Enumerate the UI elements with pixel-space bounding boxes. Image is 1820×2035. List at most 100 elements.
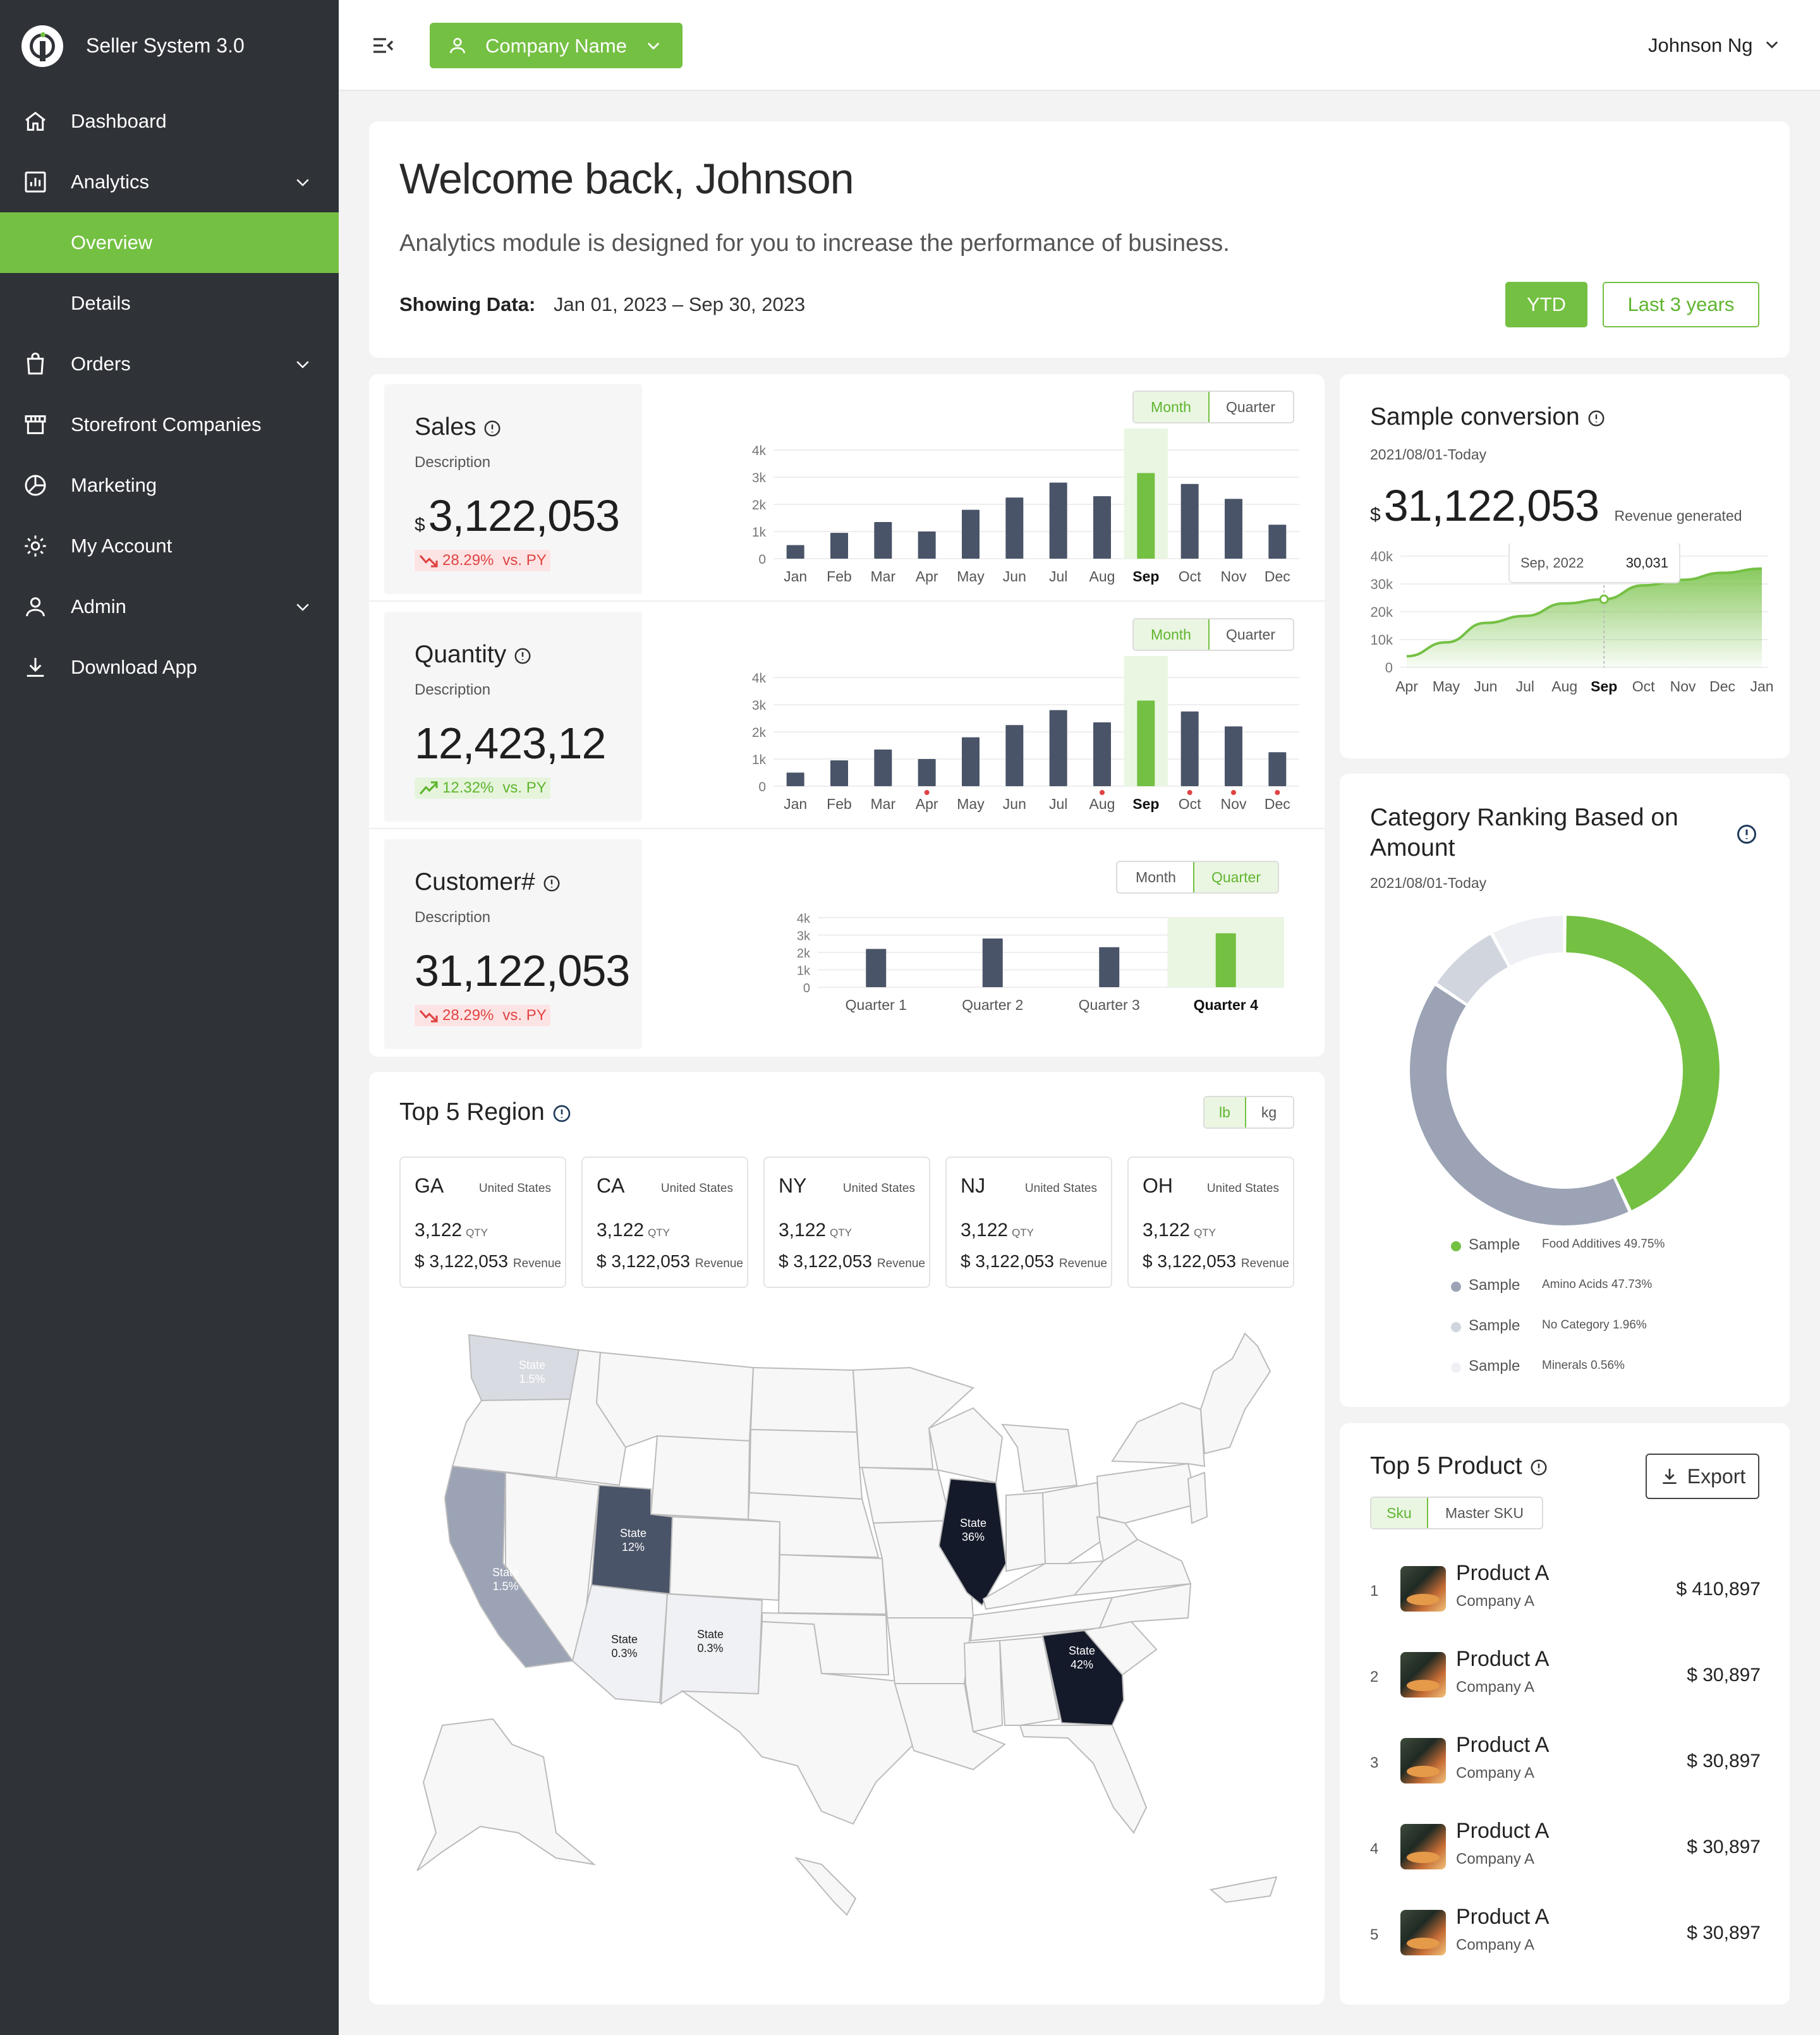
- map-state-or[interactable]: [451, 1398, 571, 1479]
- x-tick-label: Apr: [1395, 678, 1418, 695]
- map-state-wy[interactable]: [650, 1435, 751, 1521]
- map-state-al[interactable]: [998, 1636, 1060, 1726]
- y-tick-label: 0: [758, 552, 766, 567]
- tab-quarter[interactable]: Quarter: [1193, 862, 1278, 892]
- page-title: Welcome back, Johnson: [399, 155, 854, 203]
- divider: [369, 828, 1325, 829]
- map-state-wi[interactable]: [928, 1407, 1004, 1484]
- sidebar-item-details[interactable]: Details: [0, 273, 339, 334]
- region-revenue: $ 3,122,053 Revenue: [597, 1251, 743, 1271]
- tab-month[interactable]: Month: [1134, 392, 1210, 422]
- product-row[interactable]: 4 Product A Company A $ 30,897: [1369, 1819, 1761, 1882]
- info-icon[interactable]: [513, 647, 532, 665]
- product-row[interactable]: 3 Product A Company A $ 30,897: [1369, 1733, 1761, 1796]
- tab-month[interactable]: Month: [1136, 868, 1176, 885]
- product-thumbnail: [1400, 1824, 1446, 1869]
- sidebar-item-analytics[interactable]: Analytics: [0, 152, 339, 212]
- info-icon[interactable]: [1529, 1458, 1548, 1477]
- welcome-card: Welcome back, Johnson Analytics module i…: [369, 121, 1790, 358]
- map-label: State 36%: [960, 1517, 986, 1543]
- x-tick-label: Mar: [871, 568, 896, 585]
- map-state-la[interactable]: [894, 1683, 1006, 1771]
- tab-month[interactable]: Month: [1134, 619, 1210, 650]
- tab-quarter[interactable]: Quarter: [1226, 398, 1275, 415]
- sidebar-item-orders[interactable]: Orders: [0, 334, 339, 394]
- product-rank: 3: [1370, 1754, 1379, 1771]
- map-state-pa[interactable]: [1096, 1462, 1198, 1524]
- y-tick-label: 2k: [752, 726, 767, 740]
- map-state-tx[interactable]: [680, 1620, 915, 1825]
- info-icon[interactable]: [483, 419, 502, 438]
- menu-collapse-icon[interactable]: [370, 33, 396, 58]
- sidebar-item-my-account[interactable]: My Account: [0, 516, 339, 576]
- map-state-il[interactable]: [938, 1478, 1007, 1607]
- info-icon[interactable]: [1587, 409, 1606, 428]
- region-card-nj[interactable]: NJ United States 3,122 QTY $ 3,122,053 Rev…: [945, 1157, 1112, 1288]
- region-country: United States: [1024, 1182, 1097, 1195]
- map-state-nj[interactable]: [1187, 1471, 1208, 1524]
- map-state-az[interactable]: [571, 1584, 669, 1704]
- chevron-down-icon[interactable]: [1763, 35, 1781, 53]
- region-card-ga[interactable]: GA United States 3,122 QTY $ 3,122,053 Rev…: [399, 1157, 566, 1288]
- x-tick-label: Aug: [1089, 796, 1115, 812]
- map-state-mt[interactable]: [595, 1351, 755, 1449]
- map-state-hi[interactable]: [794, 1857, 857, 1916]
- tab-master-sku[interactable]: Master SKU: [1445, 1504, 1524, 1521]
- map-state-va[interactable]: [1072, 1538, 1192, 1596]
- map-state-ak[interactable]: [416, 1718, 597, 1871]
- region-card-ca[interactable]: CA United States 3,122 QTY $ 3,122,053 Rev…: [581, 1157, 748, 1288]
- sidebar-item-overview[interactable]: Overview: [0, 212, 339, 273]
- product-price: $ 30,897: [1687, 1665, 1761, 1686]
- x-tick-label: Aug: [1551, 678, 1577, 695]
- sidebar-item-storefront-companies[interactable]: Storefront Companies: [0, 394, 339, 455]
- map-state-sd[interactable]: [748, 1428, 863, 1500]
- tab-sku[interactable]: Sku: [1371, 1498, 1428, 1528]
- x-tick-label: Feb: [827, 568, 852, 585]
- tab-kg[interactable]: kg: [1261, 1103, 1277, 1121]
- map-state-ca[interactable]: [444, 1465, 574, 1668]
- map-state-ks[interactable]: [777, 1553, 887, 1615]
- ytd-button[interactable]: YTD: [1505, 282, 1587, 327]
- user-name[interactable]: Johnson Ng: [1648, 34, 1753, 56]
- info-icon[interactable]: [542, 874, 561, 893]
- donut-slice: [1410, 985, 1629, 1225]
- map-state-fl[interactable]: [1019, 1725, 1148, 1834]
- export-button[interactable]: Export: [1646, 1454, 1759, 1499]
- sidebar-item-marketing[interactable]: Marketing: [0, 455, 339, 516]
- chart-bar: [874, 749, 892, 786]
- sidebar-item-dashboard[interactable]: Dashboard: [0, 91, 339, 152]
- tab-lb[interactable]: lb: [1204, 1097, 1246, 1127]
- region-card-oh[interactable]: OH United States 3,122 QTY $ 3,122,053 Rev…: [1127, 1157, 1294, 1288]
- map-state-pr[interactable]: [1209, 1876, 1278, 1904]
- product-company: Company A: [1456, 1679, 1535, 1696]
- info-icon[interactable]: [1735, 823, 1758, 846]
- map-state-nc[interactable]: [1098, 1582, 1192, 1629]
- region-code: OH: [1143, 1174, 1173, 1197]
- analytics-icon: [25, 171, 46, 193]
- map-state-in[interactable]: [1005, 1491, 1046, 1572]
- map-state-ia[interactable]: [861, 1466, 952, 1524]
- map-state-ms[interactable]: [963, 1639, 1004, 1733]
- map-state-co[interactable]: [669, 1516, 781, 1601]
- map-state-nd[interactable]: [749, 1366, 858, 1433]
- home-icon: [25, 111, 46, 131]
- region-qty: 3,122 QTY: [1143, 1220, 1216, 1241]
- map-state-ar[interactable]: [886, 1617, 973, 1684]
- chart-bar: [1093, 496, 1111, 559]
- map-state-ny[interactable]: [1111, 1402, 1206, 1467]
- product-row[interactable]: 1 Product A Company A $ 410,897: [1369, 1561, 1761, 1624]
- company-selector[interactable]: Company Name: [430, 23, 682, 68]
- map-state-mi[interactable]: [1001, 1423, 1078, 1493]
- tab-quarter[interactable]: Quarter: [1226, 626, 1275, 643]
- sidebar-item-admin[interactable]: Admin: [0, 576, 339, 637]
- map-state-oh[interactable]: [1041, 1481, 1105, 1564]
- region-card-ny[interactable]: NY United States 3,122 QTY $ 3,122,053 Rev…: [763, 1157, 930, 1288]
- info-icon[interactable]: [552, 1103, 572, 1124]
- kpi-description: Description: [415, 909, 491, 926]
- map-state-new-england[interactable]: [1199, 1332, 1271, 1455]
- last-3-years-button[interactable]: Last 3 years: [1603, 282, 1759, 327]
- product-row[interactable]: 5 Product A Company A $ 30,897: [1369, 1905, 1761, 1968]
- product-row[interactable]: 2 Product A Company A $ 30,897: [1369, 1647, 1761, 1710]
- change-badge: 12.32% vs. PY: [415, 777, 550, 799]
- sidebar-item-download-app[interactable]: Download App: [0, 637, 339, 698]
